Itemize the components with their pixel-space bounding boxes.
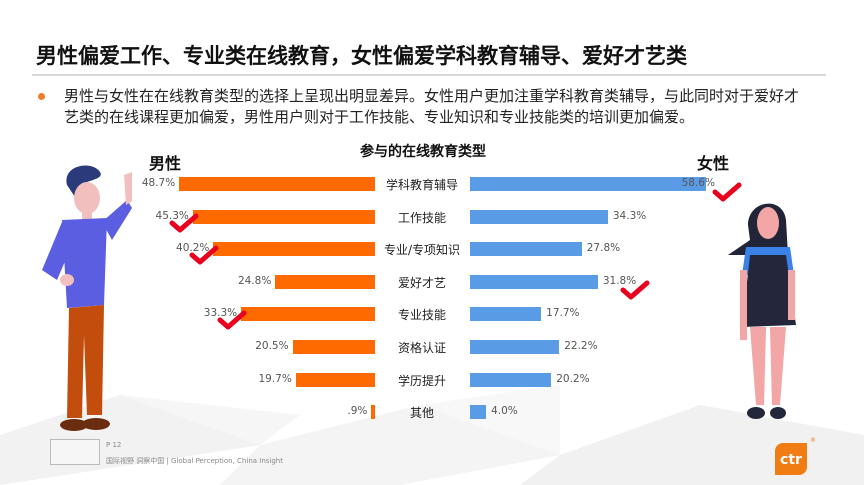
checkmark-icon <box>169 212 199 234</box>
checkmark-icon <box>620 279 650 301</box>
certification-logo <box>50 439 100 465</box>
woman-illustration <box>728 203 796 419</box>
male-value-label: 40.2% <box>176 242 210 255</box>
female-bar <box>470 177 706 191</box>
male-bar <box>241 307 375 322</box>
category-label: 学历提升 <box>397 373 446 388</box>
category-label: 专业/专项知识 <box>383 243 461 258</box>
chart-title: 参与的在线教育类型 <box>360 144 486 160</box>
registered-mark: ® <box>810 437 816 444</box>
checkmark-icon <box>712 181 742 203</box>
chart-row: 19.7% 学历提升 20.2% <box>0 372 864 388</box>
female-bar <box>470 405 487 420</box>
category-label: 其他 <box>409 406 434 421</box>
male-value-label: 33.3% <box>203 307 238 320</box>
man-illustration <box>42 165 132 431</box>
category-label: 资格认证 <box>397 341 446 355</box>
chart-row: 24.8% 爱好才艺 31.8% <box>0 274 864 300</box>
male-value-label: .9% <box>347 405 368 418</box>
checkmark-icon <box>189 244 219 266</box>
ctr-brand-logo: ctr <box>775 443 807 475</box>
female-value-label: 4.0% <box>491 405 518 418</box>
male-bar <box>213 242 375 257</box>
female-value-label: 27.8% <box>586 242 621 255</box>
male-value-label: 19.7% <box>258 372 292 385</box>
female-bar <box>470 307 542 322</box>
male-value-label: 48.7% <box>141 177 176 189</box>
female-value-label: 58.6% <box>681 177 715 189</box>
summary-text: 男性与女性在在线教育类型的选择上呈现出明显差异。女性用户更加注重学科教育类辅导，… <box>64 87 800 126</box>
female-bar <box>470 372 552 387</box>
bullet-dot-icon <box>38 93 45 100</box>
male-series-label: 男性 <box>149 154 182 173</box>
female-value-label: 17.7% <box>546 307 580 320</box>
male-bar <box>192 209 375 224</box>
male-value-label: 24.8% <box>237 274 272 287</box>
male-bar <box>371 405 375 420</box>
male-bar <box>275 274 375 289</box>
footer-tagline: 国际视野 洞察中国 | Global Perception, China Ins… <box>106 457 283 465</box>
title-divider <box>32 74 826 76</box>
male-bar <box>292 340 375 354</box>
female-bar <box>470 209 608 224</box>
female-value-label: 22.2% <box>564 340 598 352</box>
summary-bullet: 男性与女性在在线教育类型的选择上呈现出明显差异。女性用户更加注重学科教育类辅导，… <box>38 86 808 128</box>
female-bar <box>470 340 560 354</box>
slide-title: 男性偏爱工作、专业类在线教育，女性偏爱学科教育辅导、爱好才艺类 <box>36 44 687 68</box>
category-label: 爱好才艺 <box>397 275 446 290</box>
chart-row: 48.7% 学科教育辅导 58.6% <box>0 177 864 202</box>
chart-row: 45.3% 工作技能 34.3% <box>0 209 864 233</box>
category-label: 专业技能 <box>397 308 446 323</box>
category-label: 工作技能 <box>397 210 446 225</box>
female-series-label: 女性 <box>697 154 730 173</box>
male-bar <box>179 177 375 191</box>
chart-row: 33.3% 专业技能 17.7% <box>0 307 864 330</box>
chart-row: .9% 其他 4.0% <box>0 405 864 421</box>
female-bar <box>470 242 582 257</box>
male-value-label: 20.5% <box>255 340 289 352</box>
female-bar <box>470 274 598 289</box>
chart-row: 40.2% 专业/专项知识 27.8% <box>0 242 864 265</box>
female-value-label: 31.8% <box>602 274 637 287</box>
female-value-label: 20.2% <box>556 372 590 385</box>
male-bar <box>295 372 375 387</box>
male-value-label: 45.3% <box>155 209 189 222</box>
page-number: P 12 <box>106 441 122 449</box>
female-value-label: 34.3% <box>612 209 647 222</box>
category-label: 学科教育辅导 <box>385 178 458 192</box>
checkmark-icon <box>217 309 247 331</box>
chart-row: 20.5% 资格认证 22.2% <box>0 340 864 355</box>
